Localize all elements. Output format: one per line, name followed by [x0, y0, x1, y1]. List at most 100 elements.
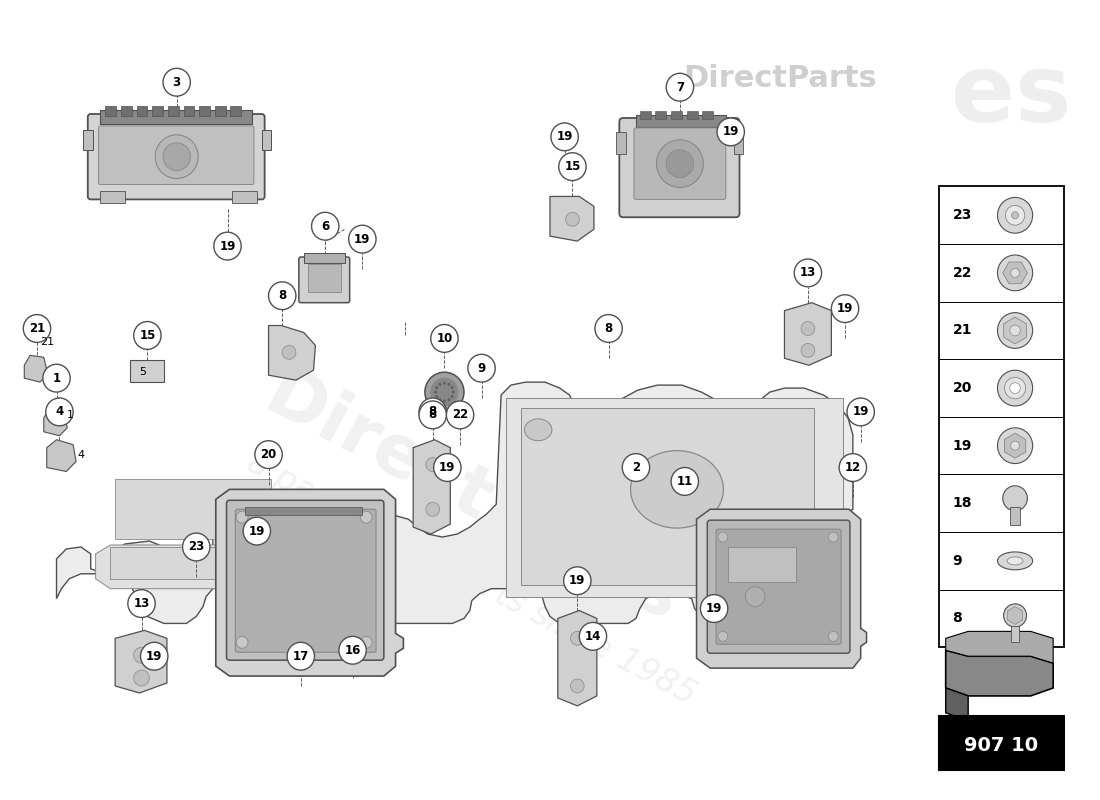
Circle shape [426, 458, 440, 471]
Polygon shape [946, 688, 968, 721]
FancyBboxPatch shape [235, 510, 376, 652]
Text: 19: 19 [439, 461, 455, 474]
FancyBboxPatch shape [88, 114, 265, 199]
Circle shape [448, 383, 450, 386]
Text: 21: 21 [29, 322, 45, 335]
Bar [1010, 507, 1020, 525]
Circle shape [134, 670, 150, 686]
Circle shape [443, 399, 446, 402]
Bar [214, 106, 225, 116]
Circle shape [667, 150, 694, 178]
Circle shape [163, 68, 190, 96]
Text: 5: 5 [140, 367, 146, 377]
Bar [703, 111, 713, 119]
Circle shape [559, 153, 586, 181]
Text: 7: 7 [675, 81, 684, 94]
Bar [230, 106, 241, 116]
Circle shape [746, 586, 764, 606]
Ellipse shape [525, 419, 552, 441]
Text: 22: 22 [953, 266, 972, 280]
Bar [656, 111, 667, 119]
Text: 20: 20 [261, 448, 277, 461]
Circle shape [1011, 442, 1020, 450]
Polygon shape [1003, 317, 1026, 344]
Circle shape [828, 631, 838, 642]
Text: 19: 19 [852, 406, 869, 418]
Circle shape [431, 325, 458, 352]
Bar [616, 132, 626, 154]
Text: 16: 16 [344, 644, 361, 657]
Circle shape [998, 255, 1033, 290]
Bar [245, 507, 362, 515]
FancyBboxPatch shape [716, 529, 842, 644]
Text: 1: 1 [67, 410, 75, 420]
Text: 13: 13 [800, 266, 816, 279]
Circle shape [155, 135, 198, 178]
Bar [671, 111, 682, 119]
Circle shape [580, 622, 606, 650]
Text: 3: 3 [173, 76, 180, 89]
Circle shape [283, 346, 296, 359]
Text: 19: 19 [837, 302, 854, 315]
Polygon shape [216, 490, 404, 676]
Circle shape [718, 532, 728, 542]
Polygon shape [1004, 433, 1025, 458]
Circle shape [1005, 206, 1025, 225]
Bar [520, 408, 814, 585]
Text: 1: 1 [53, 372, 60, 385]
Bar [184, 106, 195, 116]
Polygon shape [24, 355, 47, 382]
Circle shape [46, 398, 73, 426]
FancyBboxPatch shape [707, 520, 850, 654]
Text: 8: 8 [429, 406, 437, 418]
Text: 8: 8 [278, 290, 286, 302]
Circle shape [451, 395, 453, 398]
Text: 13: 13 [133, 597, 150, 610]
Polygon shape [46, 440, 76, 471]
Circle shape [448, 398, 450, 402]
Circle shape [667, 74, 694, 101]
Text: 14: 14 [585, 630, 601, 643]
Circle shape [339, 636, 366, 664]
Circle shape [671, 467, 698, 495]
Polygon shape [946, 650, 1053, 696]
Text: 9: 9 [953, 554, 962, 568]
Bar [121, 106, 132, 116]
Circle shape [419, 398, 447, 426]
Polygon shape [946, 631, 1053, 663]
Polygon shape [268, 326, 316, 380]
Text: 12: 12 [845, 461, 861, 474]
Circle shape [361, 511, 372, 523]
Circle shape [1004, 378, 1025, 399]
Text: 19: 19 [723, 126, 739, 138]
Circle shape [426, 502, 440, 516]
Circle shape [595, 314, 623, 342]
Bar [734, 132, 744, 154]
Text: 907 10: 907 10 [965, 736, 1038, 755]
Circle shape [433, 454, 461, 482]
Text: 19: 19 [354, 233, 371, 246]
Circle shape [213, 232, 241, 260]
Polygon shape [784, 302, 832, 366]
Bar [116, 479, 272, 539]
Polygon shape [116, 630, 167, 693]
Circle shape [623, 454, 650, 482]
Bar [152, 106, 163, 116]
Circle shape [287, 642, 315, 670]
Bar [110, 547, 256, 578]
Circle shape [565, 212, 580, 226]
Circle shape [832, 294, 859, 322]
Polygon shape [506, 398, 843, 597]
Text: 8: 8 [429, 408, 437, 422]
Text: DirectParts: DirectParts [683, 64, 878, 94]
Text: 10: 10 [437, 332, 452, 345]
Circle shape [451, 386, 453, 389]
FancyBboxPatch shape [634, 128, 726, 199]
Text: 19: 19 [569, 574, 585, 587]
Bar [106, 106, 117, 116]
Text: 19: 19 [706, 602, 723, 615]
Circle shape [998, 313, 1033, 348]
Text: 21: 21 [40, 338, 54, 347]
Polygon shape [550, 197, 594, 241]
Bar [636, 115, 726, 127]
